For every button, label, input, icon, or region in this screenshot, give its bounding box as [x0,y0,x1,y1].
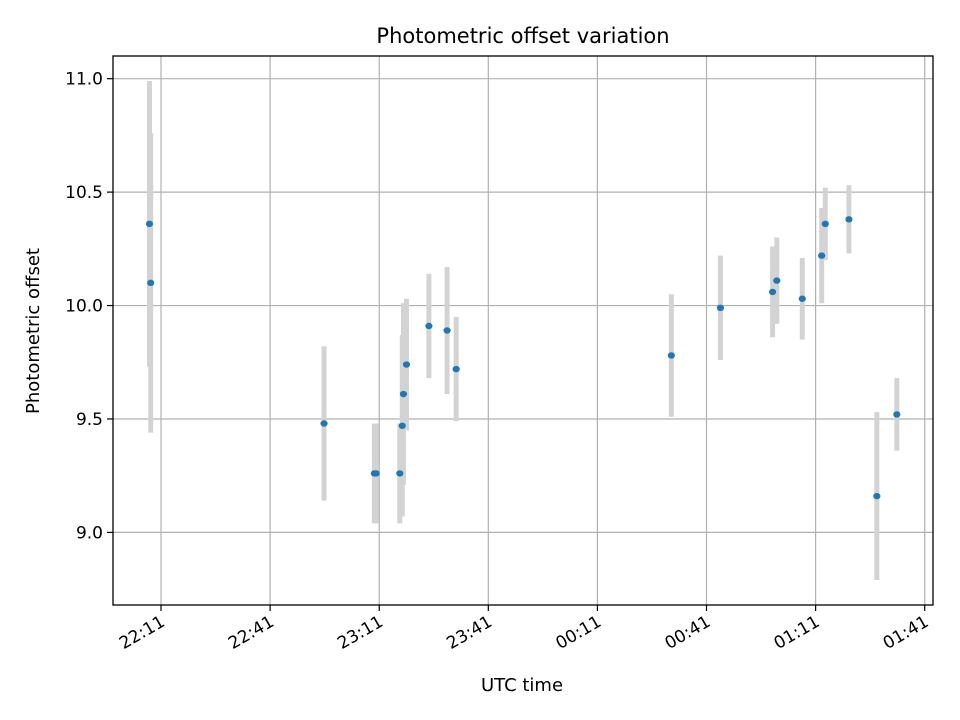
data-point [443,327,451,334]
y-tick-label: 11.0 [65,70,103,90]
data-point [372,470,380,477]
data-point [893,411,901,418]
data-point [667,352,675,359]
data-point [773,277,781,284]
data-point [398,422,406,429]
data-point [425,322,433,330]
data-point [821,220,829,228]
data-point [402,361,411,368]
y-tick-label: 9.0 [76,523,103,543]
data-point [147,279,155,287]
data-point [145,220,154,228]
data-point [818,252,826,259]
point-layer [145,216,901,500]
data-point [798,295,806,302]
data-point [845,216,853,223]
plot-area-frame [112,55,934,606]
x-axis-label: UTC time [481,675,563,696]
data-point [399,390,408,398]
y-tick-label: 10.0 [65,297,103,317]
data-point [396,470,404,477]
data-point [320,420,328,427]
data-point [768,288,777,296]
y-axis-label: Photometric offset [23,248,44,414]
data-point [716,304,725,312]
data-point [873,492,881,500]
y-tick-label: 10.5 [65,183,103,203]
data-point [452,365,460,373]
grid-layer [113,56,933,605]
y-tick-label: 9.5 [76,410,103,430]
chart-title: Photometric offset variation [376,24,669,48]
